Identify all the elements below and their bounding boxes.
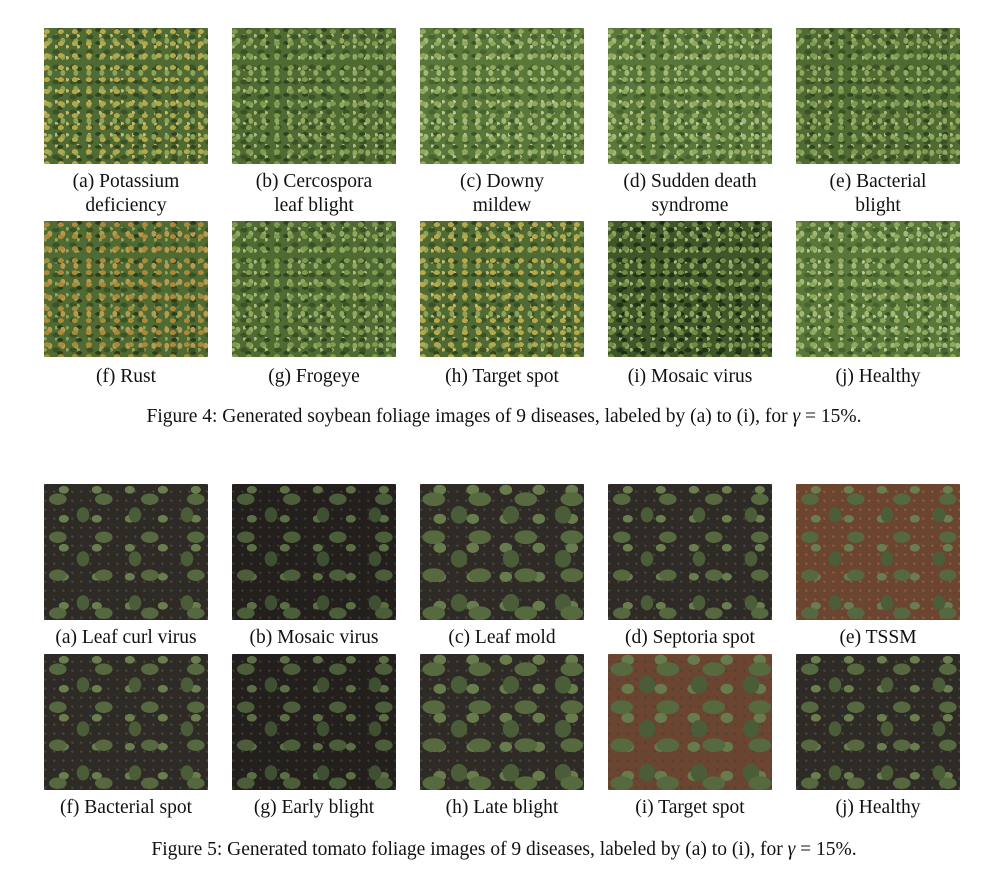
panel-caption: (j) Healthy <box>835 366 921 387</box>
soybean-image-rust <box>44 221 208 357</box>
panel-caption: (g) Frogeye <box>268 366 360 387</box>
tomato-image-mosaic-virus <box>232 484 396 620</box>
panel-caption: (g) Early blight <box>253 797 375 818</box>
soybean-image-mosaic-virus <box>608 221 772 357</box>
panel-caption: (a) Leaf curl virus <box>55 627 197 648</box>
panel-caption: (f) Rust <box>95 366 157 387</box>
panel-caption: (h) Late blight <box>445 797 559 818</box>
panel-caption: (h) Target spot <box>445 366 559 387</box>
tomato-image-late-blight <box>420 654 584 790</box>
figure-4-caption: Figure 4: Generated soybean foliage imag… <box>146 406 862 427</box>
soybean-image-cercospora-leaf-blight <box>232 28 396 164</box>
figure-4: (a) Potassium deficiency (b) Cercospora … <box>0 0 1008 440</box>
panel-caption: (c) Downy mildew <box>460 171 544 216</box>
tomato-image-tssm <box>796 484 960 620</box>
soybean-image-potassium-deficiency <box>44 28 208 164</box>
panel-caption: (a) Potassium deficiency <box>72 171 180 216</box>
tomato-image-septoria-spot <box>608 484 772 620</box>
tomato-image-leaf-curl-virus <box>44 484 208 620</box>
tomato-image-healthy <box>796 654 960 790</box>
panel-caption: (b) Mosaic virus <box>249 627 379 648</box>
soybean-image-target-spot <box>420 221 584 357</box>
figure-5-caption: Figure 5: Generated tomato foliage image… <box>151 839 857 860</box>
soybean-image-sudden-death-syndrome <box>608 28 772 164</box>
tomato-image-bacterial-spot <box>44 654 208 790</box>
panel-caption: (e) Bacterial blight <box>829 171 927 216</box>
panel-caption: (d) Septoria spot <box>625 627 755 648</box>
soybean-image-bacterial-blight <box>796 28 960 164</box>
soybean-image-frogeye <box>232 221 396 357</box>
soybean-image-healthy <box>796 221 960 357</box>
panel-caption: (b) Cercospora leaf blight <box>255 171 373 216</box>
panel-caption: (f) Bacterial spot <box>59 797 193 818</box>
tomato-image-target-spot <box>608 654 772 790</box>
panel-caption: (d) Sudden death syndrome <box>623 171 757 216</box>
tomato-image-early-blight <box>232 654 396 790</box>
panel-caption: (e) TSSM <box>839 627 917 648</box>
panel-caption: (j) Healthy <box>835 797 921 818</box>
panel-caption: (i) Target spot <box>635 797 745 818</box>
panel-caption: (i) Mosaic virus <box>627 366 753 387</box>
soybean-image-downy-mildew <box>420 28 584 164</box>
tomato-image-leaf-mold <box>420 484 584 620</box>
panel-caption: (c) Leaf mold <box>448 627 556 648</box>
